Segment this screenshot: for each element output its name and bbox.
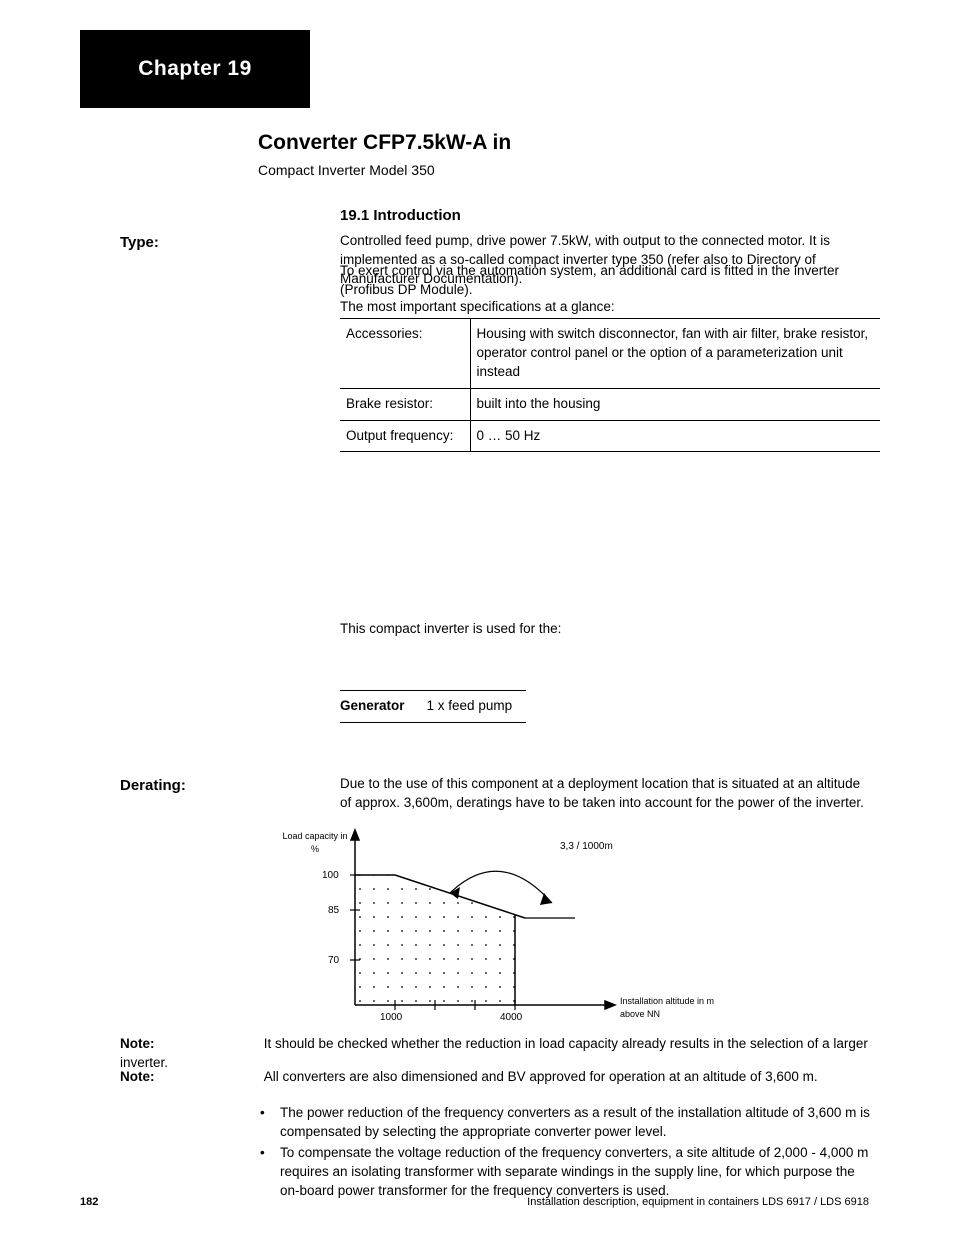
ytick-100: 100	[322, 869, 339, 883]
ylabel: Load capacity in %	[280, 830, 350, 855]
table-row: Output frequency: 0 … 50 Hz	[340, 420, 880, 452]
bullet-text: To compensate the voltage reduction of t…	[280, 1144, 870, 1201]
bullet-item: • To compensate the voltage reduction of…	[260, 1144, 870, 1201]
chapter-label: Chapter 19	[80, 30, 310, 108]
table-row: Accessories: Housing with switch disconn…	[340, 319, 880, 389]
cell-left: Output frequency:	[340, 420, 470, 452]
cell-right: built into the housing	[470, 388, 880, 420]
bullet-text: The power reduction of the frequency con…	[280, 1104, 870, 1142]
xlabel: Installation altitude in m above NN	[620, 995, 715, 1020]
ytick-70: 70	[328, 954, 339, 968]
table-row: Generator 1 x feed pump	[340, 691, 526, 723]
specs-table: Accessories: Housing with switch disconn…	[340, 318, 880, 452]
bullet-icon: •	[260, 1144, 270, 1201]
cell-value: 1 x feed pump	[427, 691, 527, 723]
derating-label: Derating:	[120, 775, 186, 796]
table1-caption: The most important specifications at a g…	[340, 298, 615, 317]
note-2: Note: All converters are also dimensione…	[120, 1068, 870, 1087]
intro-heading: 19.1 Introduction	[340, 205, 870, 226]
derating-text: Due to the use of this component at a de…	[340, 775, 870, 813]
bullet-icon: •	[260, 1104, 270, 1142]
type-label: Type:	[120, 232, 159, 253]
xtick-1000: 1000	[380, 1011, 402, 1025]
angle-label: 3,3 / 1000m	[560, 840, 613, 854]
cell-label: Generator	[340, 691, 427, 723]
page-number: 182	[80, 1195, 98, 1210]
cell-left: Brake resistor:	[340, 388, 470, 420]
intro-note: To exert control via the automation syst…	[340, 262, 870, 300]
cell-right: 0 … 50 Hz	[470, 420, 880, 452]
page-title: Converter CFP7.5kW-A in	[258, 128, 511, 157]
cell-right: Housing with switch disconnector, fan wi…	[470, 319, 880, 389]
cell-left: Accessories:	[340, 319, 470, 389]
derating-chart: 100 85 70 3,3 / 1000m Load capacity in %…	[300, 815, 720, 1036]
usage-table: Generator 1 x feed pump	[340, 690, 526, 723]
table-row: Brake resistor: built into the housing	[340, 388, 880, 420]
note-2-bullets: • The power reduction of the frequency c…	[120, 1102, 870, 1200]
title-block: Converter CFP7.5kW-A in Compact Inverter…	[258, 128, 511, 181]
note-text: All converters are also dimensioned and …	[264, 1069, 818, 1084]
ytick-85: 85	[328, 904, 339, 918]
footer-text: Installation description, equipment in c…	[527, 1195, 869, 1210]
table2-caption: This compact inverter is used for the:	[340, 620, 561, 639]
bullet-item: • The power reduction of the frequency c…	[260, 1104, 870, 1142]
note-label: Note:	[120, 1035, 190, 1054]
note-label: Note:	[120, 1068, 190, 1087]
note-text: It should be checked whether the reducti…	[120, 1036, 868, 1070]
xtick-4000: 4000	[500, 1011, 522, 1025]
page-subtitle: Compact Inverter Model 350	[258, 161, 511, 181]
